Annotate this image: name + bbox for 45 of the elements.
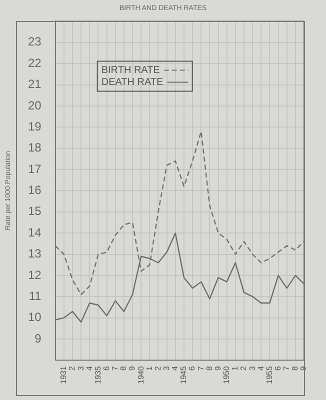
y-tick-label: 16 [28, 183, 42, 198]
x-tick-label: 7 [282, 366, 292, 371]
y-tick-label: 22 [28, 56, 42, 70]
x-tick-label: 9 [213, 366, 222, 371]
x-tick-label: 1931 [59, 366, 68, 384]
y-tick-label: 9 [34, 331, 42, 346]
x-tick-label: 4 [170, 366, 180, 371]
y-tick-label: 12 [28, 268, 42, 282]
x-tick-label: 7 [110, 366, 120, 371]
x-tick-label: 8 [290, 366, 300, 371]
y-tick-label: 20 [28, 98, 42, 112]
x-tick-label: 3 [248, 366, 257, 371]
x-tick-label: 2 [239, 366, 248, 371]
x-tick-label: 1935 [93, 366, 102, 384]
y-tick-label: 18 [28, 140, 42, 155]
y-tick-label: 11 [28, 288, 42, 303]
x-tick-label: 6 [273, 366, 282, 371]
x-tick-label: 4 [84, 366, 94, 371]
x-tick-label: 7 [196, 366, 206, 371]
x-tick-label: 8 [204, 366, 214, 371]
x-tick-label: 1950 [222, 366, 232, 384]
x-tick-label: 3 [162, 366, 172, 371]
x-tick-label: 1940 [136, 366, 146, 384]
y-tick-label: 10 [28, 310, 42, 324]
x-tick-label: 2 [153, 366, 162, 371]
x-tick-label: 2 [68, 366, 77, 371]
x-tick-label: 1 [144, 366, 154, 371]
x-tick-label: 6 [102, 366, 111, 371]
y-tick-label: 19 [28, 119, 42, 134]
x-tick-label: 1955 [264, 366, 274, 384]
legend-label: DEATH RATE [101, 76, 164, 88]
x-tick-label: 6 [188, 366, 197, 371]
x-tick-label: 1945 [179, 366, 188, 384]
x-tick-label: 8 [119, 366, 128, 371]
y-tick-label: 13 [28, 246, 42, 261]
y-tick-label: 23 [28, 34, 42, 49]
x-tick-label: 4 [256, 366, 266, 371]
x-tick-label: 3 [76, 366, 86, 371]
y-tick-label: 14 [28, 225, 42, 240]
x-tick-label: 1 [230, 366, 240, 371]
x-tick-label: 9 [128, 366, 137, 371]
y-tick-label: 15 [28, 204, 42, 218]
y-tick-label: 21 [28, 77, 42, 92]
legend-label: BIRTH RATE [101, 64, 160, 76]
y-tick-label: 17 [28, 162, 42, 176]
